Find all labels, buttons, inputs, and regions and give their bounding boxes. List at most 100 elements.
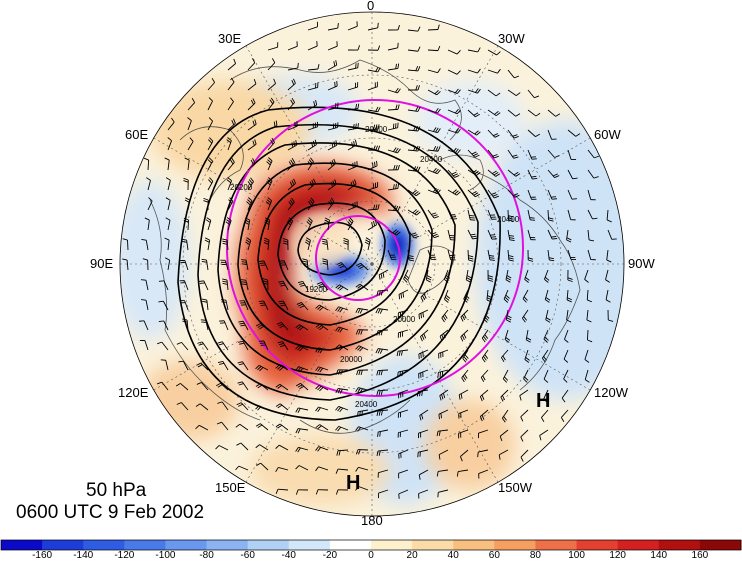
wind-barb <box>587 169 599 179</box>
wind-barb <box>286 217 294 231</box>
wind-barb <box>377 469 389 478</box>
wind-barb <box>355 329 369 335</box>
wind-barb <box>184 197 191 211</box>
wind-barb <box>307 99 318 111</box>
wind-barb <box>487 68 501 74</box>
lon-label-30w: 30W <box>498 31 525 46</box>
wind-barb <box>387 164 400 171</box>
wind-barb <box>355 307 369 314</box>
colorbar-swatch <box>288 540 331 550</box>
wind-barb <box>227 97 234 111</box>
wind-barb <box>403 269 410 283</box>
wind-barb <box>567 149 577 160</box>
wind-barb <box>387 183 400 191</box>
wind-barb <box>347 123 359 131</box>
lon-label-60w: 60W <box>594 127 621 142</box>
colorbar-tick-label: -100 <box>155 550 176 561</box>
wind-barb <box>467 149 480 158</box>
wind-barb <box>327 197 335 211</box>
wind-barb <box>315 384 329 392</box>
wind-barb <box>246 197 253 211</box>
wind-barb <box>255 323 269 331</box>
wind-barb <box>275 423 289 431</box>
contour-label: 20200 <box>230 183 253 192</box>
wind-barb <box>356 262 369 271</box>
wind-barb <box>567 129 581 137</box>
wind-barb <box>586 289 593 303</box>
wind-barb <box>507 189 520 198</box>
wind-barb <box>156 341 169 351</box>
wind-barb <box>247 158 256 171</box>
wind-barb <box>416 389 429 397</box>
wind-barb <box>547 149 560 158</box>
wind-barb <box>335 387 349 394</box>
wind-barb <box>277 341 289 351</box>
colorbar-swatch <box>699 540 742 550</box>
wind-barb <box>141 238 149 251</box>
wind-barb <box>195 403 209 411</box>
meridian-line <box>371 137 591 265</box>
contour-label: 20400 <box>497 215 520 224</box>
wind-barb <box>204 237 211 251</box>
wind-barb <box>222 238 229 251</box>
wind-barb <box>524 349 530 363</box>
wind-barb <box>139 340 149 351</box>
wind-barb <box>420 289 429 302</box>
wind-barb <box>295 366 309 373</box>
wind-barb <box>203 197 209 211</box>
wind-barb <box>387 25 400 31</box>
wind-barb <box>307 82 319 91</box>
wind-barb <box>196 382 209 391</box>
wind-barb <box>247 79 257 91</box>
wind-barb <box>487 109 501 117</box>
wind-barb <box>141 299 149 311</box>
wind-barb <box>561 389 569 403</box>
wind-barb <box>195 424 209 431</box>
wind-barb <box>387 87 401 94</box>
colorbar-swatch <box>412 540 454 550</box>
wind-barb <box>463 289 470 303</box>
wind-barb <box>307 139 317 151</box>
wind-barb <box>139 320 149 331</box>
wind-barb <box>355 486 369 491</box>
wind-barb <box>275 467 289 472</box>
colorbar <box>0 539 742 551</box>
wind-barb <box>356 409 369 417</box>
wind-barb <box>327 102 339 111</box>
wind-barb <box>182 318 189 331</box>
wind-barb <box>547 169 560 178</box>
wind-barb <box>164 237 170 251</box>
wind-barb <box>481 349 489 363</box>
wind-barb <box>507 109 521 117</box>
wind-barb <box>544 289 551 303</box>
wind-barb <box>547 229 558 240</box>
wind-barb <box>527 209 536 221</box>
wind-barb <box>398 289 409 300</box>
wind-barb <box>343 237 349 251</box>
wind-barb <box>335 405 349 413</box>
wind-barb <box>296 382 309 391</box>
wind-barb <box>302 258 309 271</box>
map-border <box>119 11 625 517</box>
wind-barb <box>295 465 309 471</box>
wind-barb <box>376 369 389 376</box>
wind-barb <box>447 49 461 55</box>
wind-barb <box>187 117 192 131</box>
wind-barb <box>275 403 289 411</box>
wind-barb <box>566 309 572 323</box>
meridian-line <box>371 45 499 265</box>
wind-barb <box>347 139 358 151</box>
wind-barb <box>543 329 549 343</box>
wind-barb <box>444 289 451 303</box>
wind-barb <box>220 259 229 271</box>
wind-barb <box>143 157 150 171</box>
wind-barb <box>427 24 440 31</box>
wind-barb <box>237 361 249 371</box>
colorbar-tick-label: 80 <box>529 550 541 561</box>
colorbar-swatch <box>1 540 43 550</box>
wind-barb <box>439 329 449 342</box>
wind-barb <box>176 402 189 411</box>
wind-barb <box>460 449 469 462</box>
wind-barb <box>207 177 214 191</box>
